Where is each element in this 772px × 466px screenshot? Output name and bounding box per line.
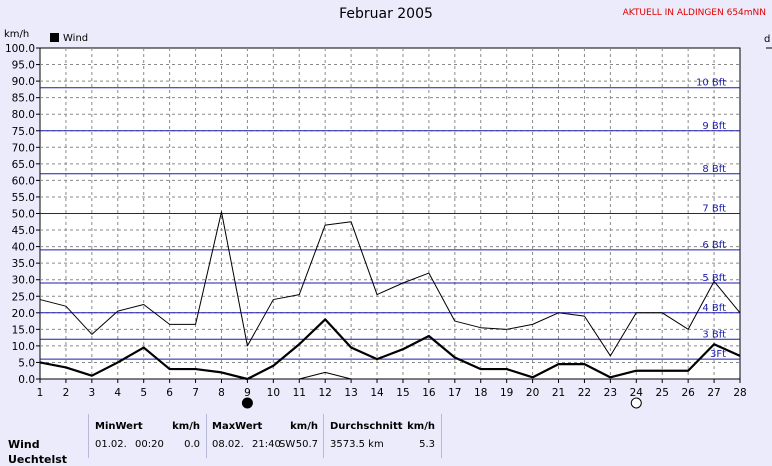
y-tick-label: 35.0 xyxy=(12,258,35,270)
beaufort-label: 10 Bft xyxy=(696,78,726,89)
avg-value-cell: Durchschnitt km/h 3573.5 km 5.3 xyxy=(324,414,442,458)
beaufort-label: 9 Bft xyxy=(702,121,726,132)
y-tick-label: 45.0 xyxy=(12,225,35,237)
y-tick-label: 85.0 xyxy=(12,93,35,105)
y-tick-label: 25.0 xyxy=(12,291,35,303)
location-link[interactable]: AKTUELL IN ALDINGEN 654mNN xyxy=(622,8,766,18)
x-tick-label: 19 xyxy=(500,387,513,399)
max-time: 21:40 xyxy=(252,439,281,450)
series-line xyxy=(39,318,741,381)
chart-title: Februar 2005 xyxy=(339,6,433,22)
x-tick-label: 1 xyxy=(37,387,44,399)
y-tick-label: 90.0 xyxy=(12,76,35,88)
wind-chart: 3Ft 3 Bft 4 Bft 5 Bft 6 Bft 7 Bft 8 Bft 9 Bft 10… xyxy=(4,29,772,409)
x-tick-label: 25 xyxy=(656,387,669,399)
beaufort-label: 3Ft xyxy=(710,349,726,360)
x-tick-label: 28 xyxy=(733,387,746,399)
x-tick-label: 12 xyxy=(318,387,331,399)
x-tick-label: 3 xyxy=(89,387,96,399)
x-tick-label: 11 xyxy=(293,387,306,399)
min-time: 00:20 xyxy=(135,439,164,450)
beaufort-label: 8 Bft xyxy=(702,164,726,175)
y-tick-label: 100.0 xyxy=(5,43,35,55)
x-tick-label: 16 xyxy=(422,387,436,399)
min-unit: km/h xyxy=(172,421,200,432)
beaufort-label: 4 Bft xyxy=(702,303,726,314)
right-axis-label: d xyxy=(764,34,770,45)
y-tick-label: 20.0 xyxy=(12,308,35,320)
y-tick-label: 50.0 xyxy=(12,209,35,221)
statistics-panel: Wind Uechtelst MinWert km/h 01.02. 00:20… xyxy=(0,414,772,466)
y-axis-label: km/h xyxy=(4,29,29,40)
min-value-cell: MinWert km/h 01.02. 00:20 0.0 xyxy=(89,414,207,458)
x-tick-label: 22 xyxy=(578,387,591,399)
full-moon-icon xyxy=(630,397,642,409)
avg-unit: km/h xyxy=(407,421,435,432)
stats-row-label-2: Uechtelst xyxy=(8,453,68,466)
x-tick-label: 26 xyxy=(681,387,695,399)
max-direction: SW xyxy=(279,439,296,450)
x-tick-label: 20 xyxy=(526,387,539,399)
x-tick-label: 15 xyxy=(396,387,409,399)
max-value-cell: MaxWert km/h 08.02. 21:40 SW 50.7 xyxy=(207,414,324,458)
max-date: 08.02. xyxy=(212,439,244,450)
x-tick-label: 9 xyxy=(244,387,251,399)
y-tick-label: 0.0 xyxy=(18,374,35,386)
min-header: MinWert xyxy=(95,421,143,432)
y-tick-label: 80.0 xyxy=(12,109,35,121)
avg-header: Durchschnitt xyxy=(330,421,403,432)
x-tick-label: 24 xyxy=(630,387,644,399)
x-tick-label: 2 xyxy=(63,387,70,399)
min-date: 01.02. xyxy=(95,439,127,450)
x-tick-label: 10 xyxy=(267,387,280,399)
x-tick-label: 21 xyxy=(552,387,565,399)
y-tick-label: 75.0 xyxy=(12,126,35,138)
y-tick-label: 5.0 xyxy=(18,357,35,369)
x-tick-label: 6 xyxy=(166,387,173,399)
y-tick-label: 10.0 xyxy=(12,341,35,353)
series-line xyxy=(299,371,352,380)
x-tick-label: 17 xyxy=(448,387,461,399)
y-tick-label: 60.0 xyxy=(12,175,35,187)
x-tick-label: 18 xyxy=(474,387,487,399)
new-moon-icon xyxy=(241,397,253,409)
y-tick-label: 30.0 xyxy=(12,275,35,287)
beaufort-label: 7 Bft xyxy=(702,204,726,215)
legend-label: Wind xyxy=(63,33,88,44)
legend-swatch xyxy=(50,33,59,42)
series-line xyxy=(39,211,741,357)
x-tick-label: 5 xyxy=(140,387,147,399)
y-tick-label: 70.0 xyxy=(12,142,35,154)
beaufort-label: 3 Bft xyxy=(702,329,726,340)
x-tick-label: 27 xyxy=(707,387,720,399)
max-header: MaxWert xyxy=(212,421,263,432)
y-tick-label: 95.0 xyxy=(12,60,35,72)
stats-row-label: Wind xyxy=(8,438,40,451)
max-unit: km/h xyxy=(290,421,318,432)
beaufort-label: 6 Bft xyxy=(702,240,726,251)
beaufort-label: 5 Bft xyxy=(702,273,726,284)
avg-distance: 3573.5 km xyxy=(330,439,384,450)
stats-row-label-cell: Wind Uechtelst xyxy=(0,414,89,466)
y-tick-label: 65.0 xyxy=(12,159,35,171)
x-tick-label: 14 xyxy=(370,387,384,399)
x-tick-label: 4 xyxy=(114,387,121,399)
x-tick-label: 7 xyxy=(192,387,199,399)
avg-value: 5.3 xyxy=(419,439,435,450)
y-tick-label: 40.0 xyxy=(12,242,35,254)
min-value: 0.0 xyxy=(184,439,200,450)
y-tick-label: 55.0 xyxy=(12,192,35,204)
y-tick-label: 15.0 xyxy=(12,324,35,336)
max-value: 50.7 xyxy=(295,439,318,450)
x-tick-label: 23 xyxy=(604,387,617,399)
x-tick-label: 13 xyxy=(344,387,357,399)
x-tick-label: 8 xyxy=(218,387,225,399)
